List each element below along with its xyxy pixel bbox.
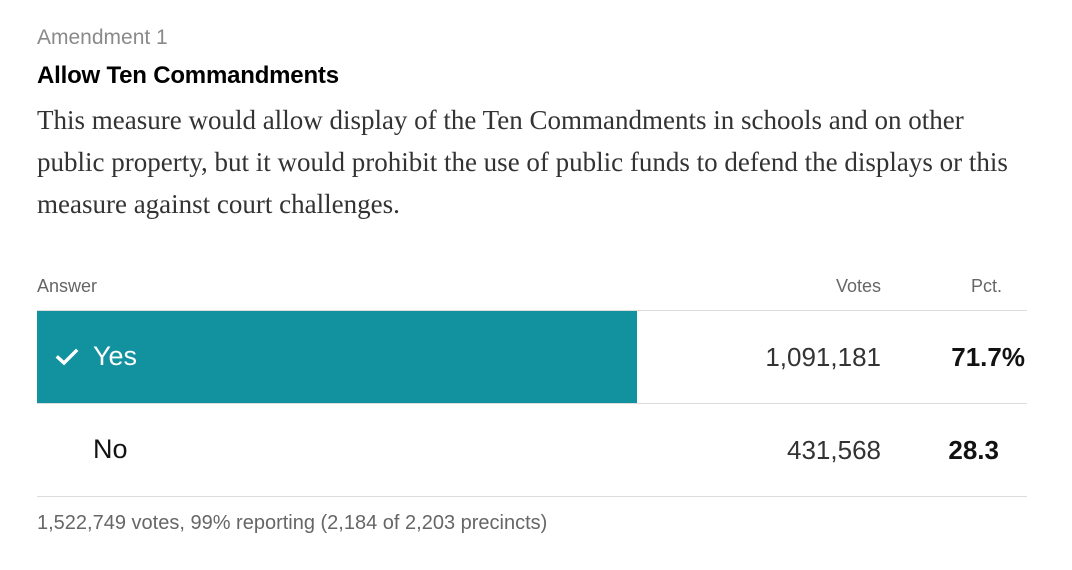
result-row-no: No 431,568 28.3 — [37, 404, 1027, 497]
result-row-yes: Yes 1,091,181 71.7% — [37, 311, 1027, 404]
answer-label: No — [93, 434, 128, 464]
measure-title: Allow Ten Commandments — [37, 62, 339, 89]
measure-kicker: Amendment 1 — [37, 26, 168, 49]
results-table-header: Answer Votes Pct. — [37, 268, 1027, 311]
pct-column-header: Pct. — [970, 276, 1002, 296]
reporting-summary: 1,522,749 votes, 99% reporting (2,184 of… — [37, 512, 548, 534]
answer-label: Yes — [93, 341, 138, 371]
vote-count: 1,091,181 — [765, 342, 881, 372]
votes-column-header: Votes — [835, 276, 881, 296]
vote-count: 431,568 — [787, 435, 881, 465]
measure-description: This measure would allow display of the … — [37, 105, 1008, 219]
checkmark-icon — [55, 348, 79, 366]
measure-header: Amendment 1 Allow Ten Commandments This … — [37, 24, 1027, 225]
results-table: Answer Votes Pct. Yes 1,091,181 71.7% No… — [37, 268, 1027, 497]
vote-percentage: 28.3 — [948, 435, 999, 465]
answer-column-header: Answer — [37, 276, 98, 296]
vote-percentage: 71.7% — [951, 342, 1025, 372]
winner-share-bar — [37, 311, 637, 403]
